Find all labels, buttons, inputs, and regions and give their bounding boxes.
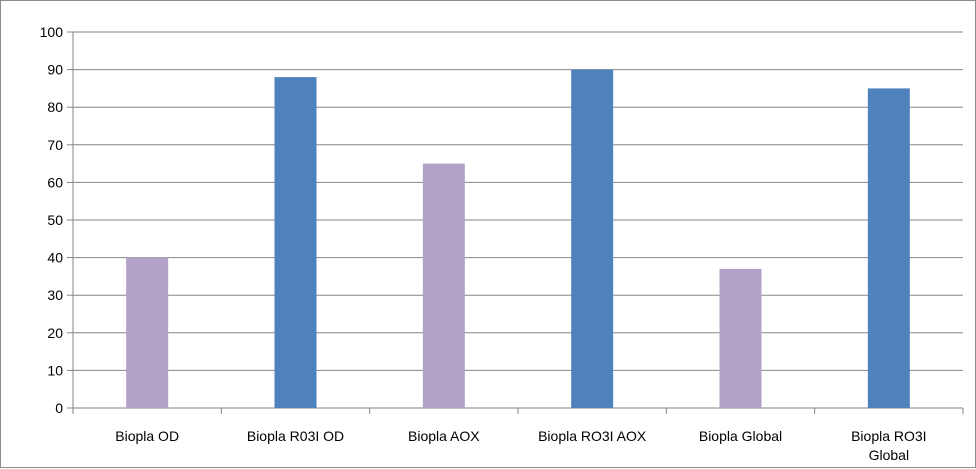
bar	[571, 69, 614, 408]
y-tick-label: 0	[55, 400, 63, 416]
y-tick-label: 30	[47, 287, 63, 303]
bar	[867, 88, 910, 409]
y-tick-label: 70	[47, 137, 63, 153]
y-tick-label: 100	[40, 24, 64, 40]
y-tick-label: 90	[47, 62, 63, 78]
x-category-label: Biopla Global	[699, 428, 782, 444]
bar	[126, 257, 169, 408]
x-category-label: Biopla OD	[115, 428, 179, 444]
bar	[422, 163, 465, 408]
x-category-label: Biopla RO3I AOX	[538, 428, 647, 444]
y-tick-label: 10	[47, 362, 63, 378]
y-tick-label: 60	[47, 174, 63, 190]
y-tick-label: 50	[47, 212, 63, 228]
x-category-label: Global	[869, 447, 909, 463]
x-category-label: Biopla R03I OD	[247, 428, 344, 444]
x-category-label: Biopla AOX	[408, 428, 480, 444]
x-category-label: Biopla RO3I	[851, 428, 926, 444]
bar	[719, 268, 762, 408]
bar	[274, 77, 317, 409]
y-tick-label: 40	[47, 250, 63, 266]
y-tick-label: 20	[47, 325, 63, 341]
y-tick-label: 80	[47, 99, 63, 115]
